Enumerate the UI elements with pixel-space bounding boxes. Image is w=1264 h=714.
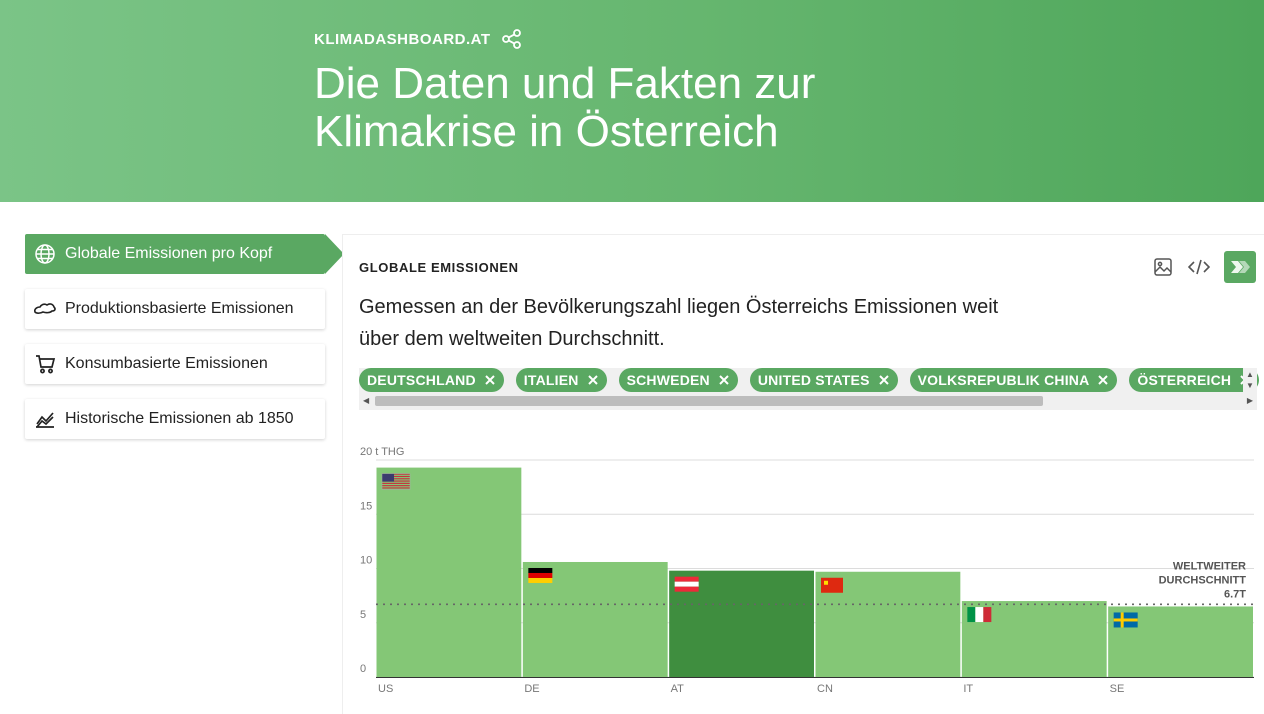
country-chip: DEUTSCHLAND <box>359 368 504 392</box>
x-tick-label: SE <box>1110 683 1125 695</box>
y-tick-label: 10 <box>360 555 372 567</box>
scroll-right-icon[interactable]: ▶ <box>1246 396 1253 405</box>
chip-label: SCHWEDEN <box>626 372 710 388</box>
sidebar-item-label: Globale Emissionen pro Kopf <box>65 245 273 262</box>
trend-chart-icon <box>33 407 57 431</box>
sidebar: Globale Emissionen pro Kopf Produktionsb… <box>25 234 345 454</box>
close-icon[interactable] <box>878 374 890 386</box>
chip-label: VOLKSREPUBLIK CHINA <box>917 372 1090 388</box>
sidebar-item-label: Historische Emissionen ab 1850 <box>65 410 294 427</box>
y-tick-label: 20 t THG <box>360 446 404 458</box>
country-chip: ÖSTERREICH <box>1129 368 1260 392</box>
scroll-left-icon[interactable]: ◀ <box>363 396 370 405</box>
flag-at-icon <box>674 576 699 592</box>
close-icon[interactable] <box>587 374 599 386</box>
cart-icon <box>33 352 57 376</box>
site-name[interactable]: KLIMADASHBOARD.AT <box>314 30 491 48</box>
y-tick-label: 5 <box>360 609 366 621</box>
sidebar-item-label: Produktionsbasierte Emissionen <box>65 300 294 317</box>
close-icon[interactable] <box>1097 374 1109 386</box>
flag-us-icon <box>381 473 411 490</box>
flag-cn-icon <box>821 577 843 593</box>
image-icon[interactable] <box>1152 256 1174 278</box>
sidebar-item-produktionsbasierte-emissionen[interactable]: Produktionsbasierte Emissionen <box>25 289 325 329</box>
emissions-bar-chart: 0 5 10 15 20 t THG US DE AT CN IT SE WELTWEITER DURC… <box>360 446 1254 695</box>
card-kicker: GLOBALE EMISSIONEN <box>359 260 519 275</box>
country-chip: SCHWEDEN <box>618 368 738 392</box>
x-tick-label: US <box>378 683 393 695</box>
country-chip: ITALIEN <box>515 368 607 392</box>
country-chip: UNITED STATES <box>749 368 898 392</box>
klimadashboard-logo-icon[interactable] <box>1224 251 1256 283</box>
sidebar-item-historische-emissionen[interactable]: Historische Emissionen ab 1850 <box>25 399 325 439</box>
page-title: Die Daten und Fakten zur Klimakrise in Ö… <box>314 59 816 156</box>
sidebar-item-label: Konsumbasierte Emissionen <box>65 355 268 372</box>
x-tick-label: DE <box>524 683 539 695</box>
average-value: 6.7T <box>1224 588 1246 600</box>
y-tick-label: 0 <box>360 663 366 675</box>
vertical-scrollbar[interactable]: ▲ ▼ <box>1243 368 1257 392</box>
x-tick-label: CN <box>817 683 833 695</box>
globe-icon <box>33 242 57 266</box>
card-lead-text: Gemessen an der Bevölkerungszahl liegen … <box>359 296 999 350</box>
country-chip-scroller[interactable]: DEUTSCHLAND ITALIEN SCHWEDEN UNITED STAT… <box>359 368 1260 410</box>
close-icon[interactable] <box>718 374 730 386</box>
close-icon[interactable] <box>484 374 496 386</box>
chip-label: ÖSTERREICH <box>1137 372 1232 388</box>
chip-label: DEUTSCHLAND <box>367 372 476 388</box>
average-label: DURCHSCHNITT <box>1159 574 1247 586</box>
country-chip: VOLKSREPUBLIK CHINA <box>909 368 1118 392</box>
x-tick-label: AT <box>671 683 685 695</box>
chip-label: ITALIEN <box>523 372 579 388</box>
country-chips: DEUTSCHLAND ITALIEN SCHWEDEN UNITED STAT… <box>359 368 1260 392</box>
site-line: KLIMADASHBOARD.AT <box>314 28 523 50</box>
sidebar-item-globale-emissionen[interactable]: Globale Emissionen pro Kopf <box>25 234 344 274</box>
card-tools <box>1152 251 1256 283</box>
y-tick-label: 15 <box>360 500 372 512</box>
scrollbar-thumb[interactable] <box>375 396 1043 406</box>
code-icon[interactable] <box>1188 256 1210 278</box>
flag-de-icon <box>528 567 553 583</box>
hero-header: KLIMADASHBOARD.AT Die Daten und Fakten z… <box>0 0 1264 202</box>
average-label: WELTWEITER <box>1173 560 1246 572</box>
chip-label: UNITED STATES <box>757 372 870 388</box>
scroll-down-icon[interactable]: ▼ <box>1246 381 1254 390</box>
x-tick-label: IT <box>963 683 973 695</box>
share-icon[interactable] <box>501 28 523 50</box>
austria-outline-icon <box>33 297 57 321</box>
bar-us <box>376 467 522 677</box>
scroll-up-icon[interactable]: ▲ <box>1246 370 1254 379</box>
flag-it-icon <box>967 607 992 623</box>
flag-se-icon <box>1113 612 1138 628</box>
sidebar-item-konsumbasierte-emissionen[interactable]: Konsumbasierte Emissionen <box>25 344 325 384</box>
horizontal-scrollbar[interactable]: ◀ ▶ <box>359 392 1253 410</box>
